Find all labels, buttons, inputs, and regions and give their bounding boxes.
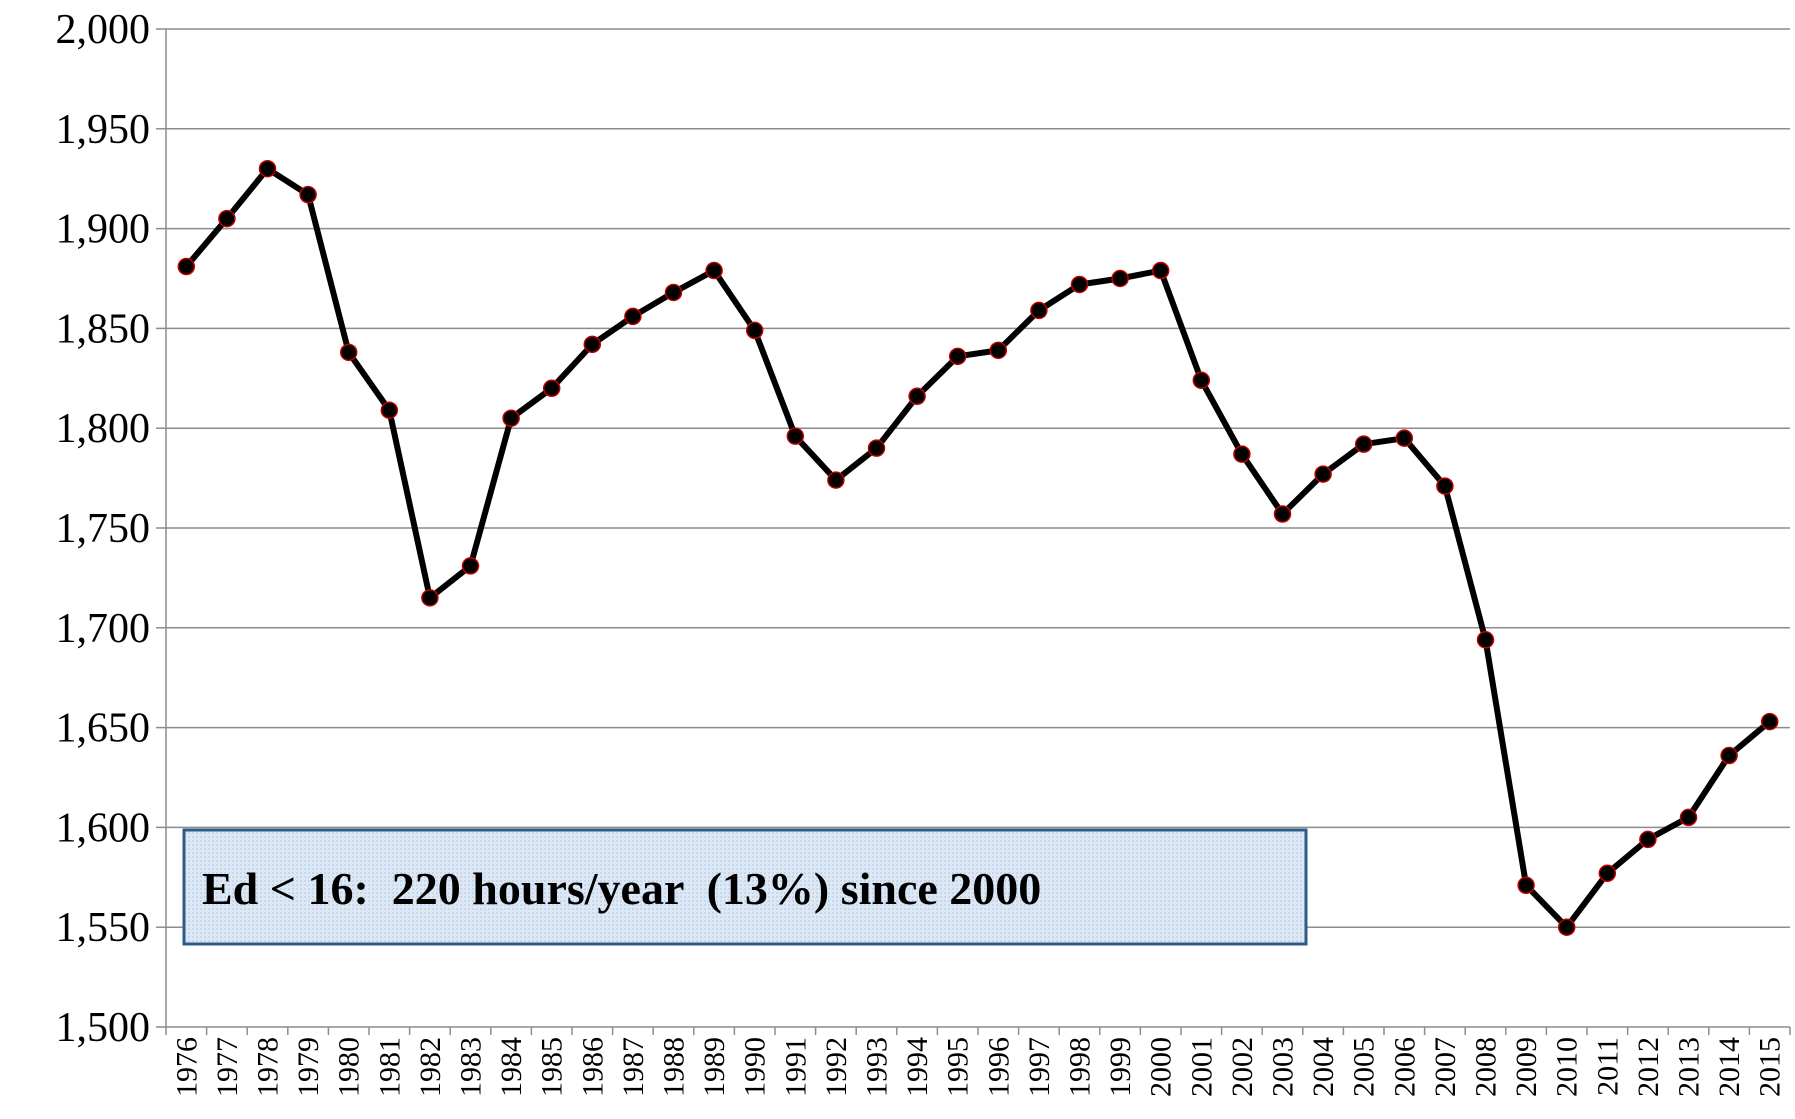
x-tick-label: 2002 [1226,1037,1259,1097]
x-tick-label: 1979 [292,1037,325,1097]
x-tick-label: 1991 [779,1037,812,1097]
y-tick-label: 1,800 [56,406,151,452]
x-tick-label: 2008 [1470,1037,1503,1097]
marker [908,387,926,406]
x-tick-label: 1982 [414,1037,447,1097]
marker [624,307,642,326]
y-tick-label: 1,700 [56,606,151,652]
marker [1557,918,1576,936]
x-tick-label: 1996 [982,1037,1015,1097]
x-tick-label: 1994 [901,1037,934,1097]
marker [421,589,439,607]
x-tick-label: 1987 [617,1037,650,1097]
x-tick-label: 1988 [658,1037,691,1097]
x-tick-label: 2005 [1348,1037,1381,1097]
x-tick-label: 2007 [1429,1037,1462,1097]
x-tick-label: 2004 [1307,1037,1340,1097]
marker [867,439,886,457]
marker [380,401,399,419]
marker [339,343,358,362]
marker [1395,429,1414,447]
x-tick-label: 1981 [373,1037,406,1097]
x-tick-label: 2013 [1673,1037,1706,1097]
x-tick-label: 2011 [1591,1037,1624,1096]
y-tick-label: 1,600 [56,805,151,851]
marker [1151,261,1170,280]
x-tick-label: 1977 [211,1037,244,1097]
x-tick-label: 1978 [252,1037,285,1097]
marker [1598,864,1617,883]
x-tick-label: 1983 [455,1037,488,1097]
x-tick-label: 2014 [1713,1037,1746,1097]
x-tick-label: 2010 [1551,1037,1584,1097]
x-tick-label: 1976 [170,1037,203,1097]
marker [461,557,480,575]
line [184,165,1772,931]
annotation-box [182,828,1308,946]
x-tick-label: 1984 [495,1037,528,1097]
marker [705,261,723,280]
x-tick-label: 2003 [1267,1037,1300,1097]
marker [1354,435,1373,453]
y-tick-label: 2,000 [56,7,151,53]
marker [177,257,196,276]
y-tick-label: 1,750 [56,506,151,552]
marker [218,209,236,228]
marker [745,321,764,340]
y-tick-label: 1,500 [56,1005,151,1051]
x-tick-label: 2000 [1145,1037,1178,1097]
marker [542,379,561,398]
x-tick-label: 2012 [1632,1037,1665,1097]
marker [1679,808,1698,827]
x-tick-label: 2001 [1185,1037,1218,1097]
x-tick-label: 1997 [1023,1037,1056,1097]
x-tick-label: 1999 [1104,1037,1137,1097]
x-tick-label: 1998 [1064,1037,1097,1097]
marker [1192,371,1211,390]
x-tick-label: 1980 [333,1037,366,1097]
marker [664,283,683,302]
x-tick-label: 1993 [861,1037,894,1097]
x-tick-label: 1986 [576,1037,609,1097]
x-tick-label: 2015 [1754,1037,1787,1097]
y-tick-label: 1,950 [56,107,151,153]
marker [1476,631,1495,649]
y-tick-label: 1,900 [56,207,151,253]
annotation: Ed < 16: 220 hours/year (13%) since 2000 [202,863,1041,914]
marker [1030,301,1048,320]
x-tick-label: 2006 [1388,1037,1421,1097]
y-tick-label: 1,650 [56,706,151,752]
marker [948,347,967,366]
marker [1070,275,1089,294]
x-tick-label: 1990 [739,1037,772,1097]
x-tick-label: 1989 [698,1037,731,1097]
x-tick-label: 1985 [536,1037,569,1097]
y-tick-label: 1,550 [56,905,151,951]
x-tick-label: 2009 [1510,1037,1543,1097]
marker [1273,505,1292,523]
marker [299,185,317,204]
marker [989,341,1008,360]
marker [1314,465,1332,483]
marker [1639,830,1657,849]
marker [827,471,845,489]
marker [583,335,602,354]
marker [786,427,805,445]
marker [1111,269,1129,288]
marker [1760,712,1779,731]
marker [1720,746,1738,765]
marker [1233,445,1251,463]
x-tick-label: 1995 [942,1037,975,1097]
marker [1517,876,1535,895]
marker [258,159,277,178]
y-tick-label: 1,850 [56,306,151,352]
marker [502,409,520,427]
marker [1436,477,1454,495]
x-tick-label: 1992 [820,1037,853,1097]
